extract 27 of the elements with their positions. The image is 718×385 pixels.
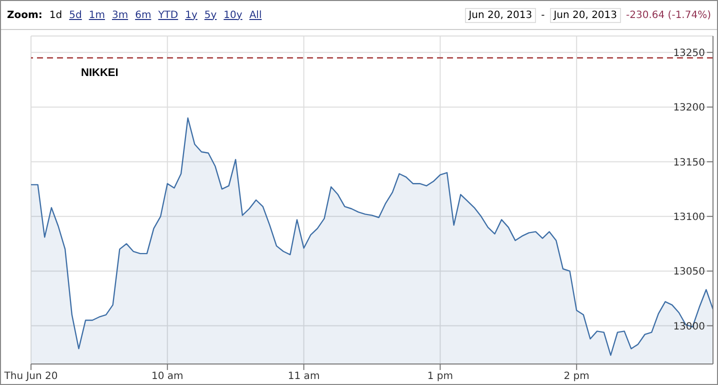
text: 5d — [69, 10, 82, 20]
text: Jun 20, 2013 — [550, 8, 622, 22]
y-tick-label: 13200 — [673, 102, 705, 114]
y-tick-label: 13150 — [673, 157, 705, 168]
text: 5y — [204, 10, 217, 20]
text: 10y — [224, 10, 242, 20]
x-tick-label: 10 am — [152, 371, 184, 382]
y-tick-label: 13100 — [673, 212, 705, 223]
y-tick-label: 13050 — [673, 266, 705, 278]
text: 1m — [88, 10, 105, 20]
text: All — [249, 10, 262, 20]
text: - — [541, 10, 545, 20]
text: 1d — [49, 10, 62, 20]
text: 6m — [135, 10, 152, 20]
x-tick-label: Thu Jun 20 — [3, 371, 58, 382]
y-tick-label: 13000 — [673, 321, 705, 332]
text: Zoom: — [7, 10, 42, 20]
text: 3m — [112, 10, 128, 20]
x-tick-label: 2 pm — [564, 371, 590, 382]
text: Jun 20, 2013 — [464, 8, 536, 22]
text: NIKKEI — [81, 67, 118, 79]
text: YTD — [158, 10, 178, 20]
text: 1y — [185, 10, 198, 20]
x-tick-label: 1 pm — [427, 371, 454, 382]
x-tick-label: 11 am — [288, 371, 320, 382]
y-tick-label: 13250 — [673, 48, 705, 59]
text: -230.64 (-1.74%) — [626, 10, 711, 20]
